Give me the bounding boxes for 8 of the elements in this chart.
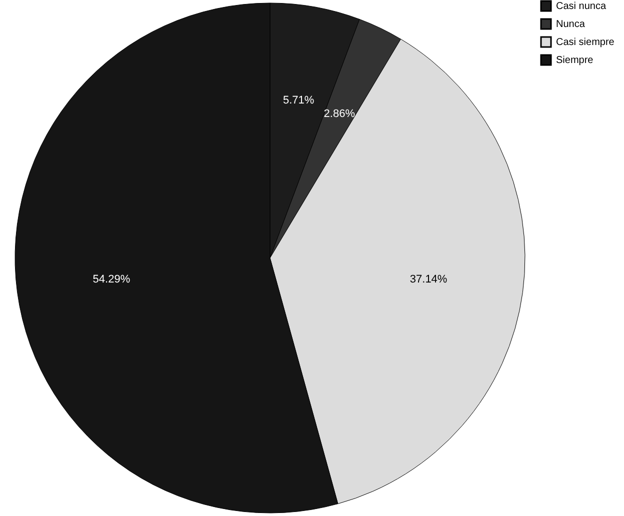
legend-label: Nunca xyxy=(556,19,586,30)
data-label: 2.86% xyxy=(324,108,356,120)
legend-label: Casi nunca xyxy=(556,1,606,12)
legend-label: Casi siempre xyxy=(556,37,615,48)
legend-label: Siempre xyxy=(556,55,594,66)
data-label: 5.71% xyxy=(282,94,314,107)
data-label: 54.29% xyxy=(92,274,130,286)
data-label: 37.14% xyxy=(410,273,448,286)
